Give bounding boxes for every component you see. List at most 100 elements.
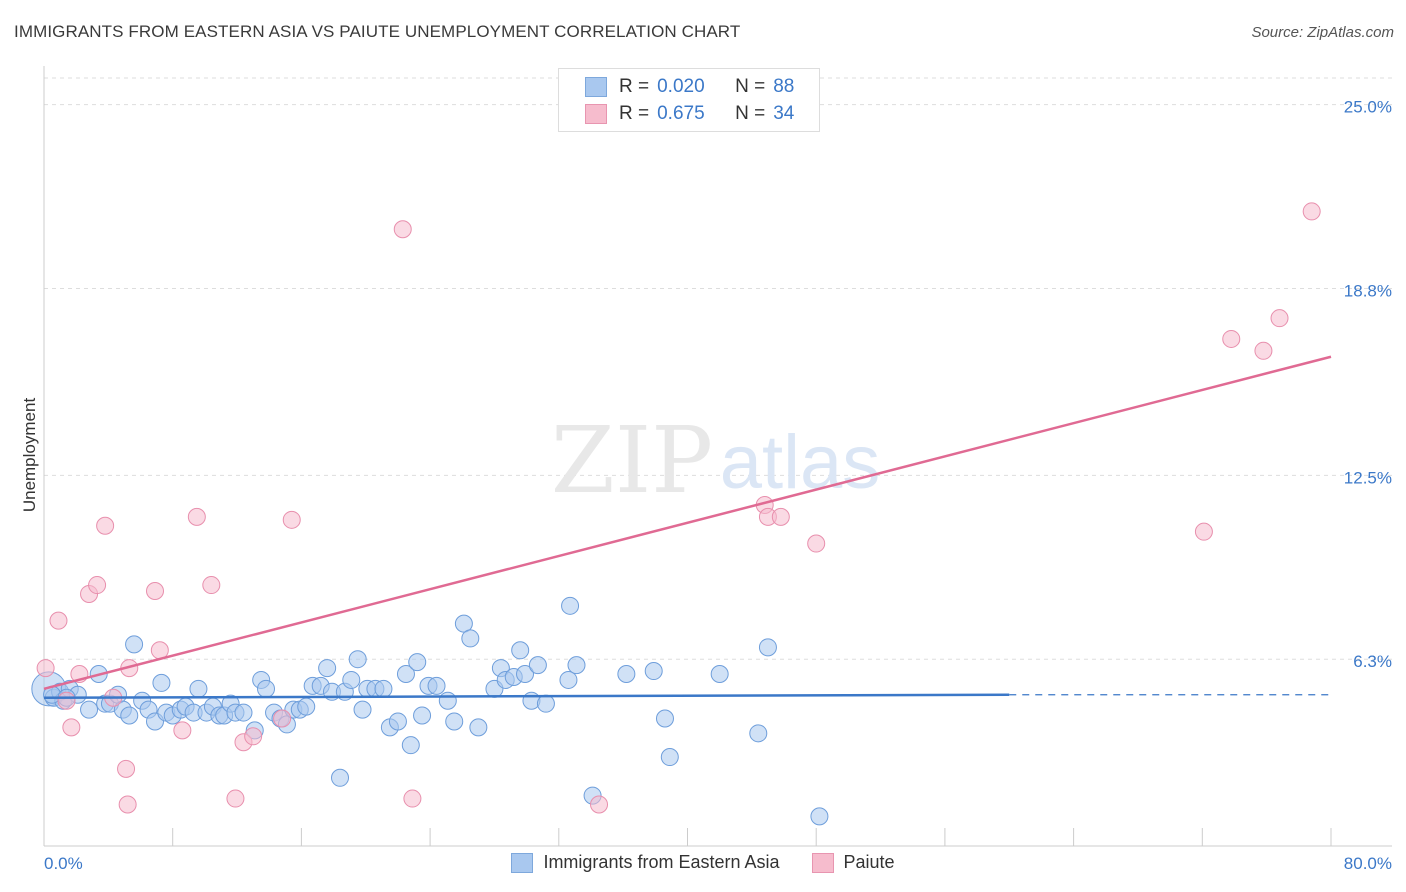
point-eastern-asia bbox=[810, 807, 829, 826]
axes bbox=[43, 66, 1392, 847]
point-paiute bbox=[146, 581, 165, 600]
y-axis-label: Unemployment bbox=[20, 397, 39, 513]
point-paiute bbox=[282, 510, 301, 529]
point-eastern-asia bbox=[445, 712, 464, 731]
legend-item-paiute: Paiute bbox=[811, 852, 895, 873]
point-paiute bbox=[226, 789, 245, 808]
point-paiute bbox=[807, 534, 826, 553]
point-paiute bbox=[1254, 341, 1273, 360]
legend-n-value: 88 bbox=[773, 76, 795, 97]
point-eastern-asia bbox=[353, 700, 372, 719]
series-paiute bbox=[36, 202, 1321, 814]
point-eastern-asia bbox=[469, 718, 488, 737]
point-paiute bbox=[244, 727, 263, 746]
legend-r-label: R = bbox=[619, 76, 650, 97]
point-paiute bbox=[1270, 309, 1289, 328]
point-eastern-asia bbox=[413, 706, 432, 725]
point-eastern-asia bbox=[257, 679, 276, 698]
point-eastern-asia bbox=[461, 629, 480, 648]
y-tick-label: 25.0% bbox=[1344, 98, 1392, 117]
series-legend: Immigrants from Eastern Asia Paiute bbox=[0, 852, 1406, 873]
legend-swatch-pink bbox=[585, 104, 607, 124]
point-eastern-asia bbox=[342, 670, 361, 689]
point-eastern-asia bbox=[655, 709, 674, 728]
point-eastern-asia bbox=[408, 653, 427, 672]
watermark-atlas: atlas bbox=[720, 420, 881, 505]
point-eastern-asia bbox=[388, 712, 407, 731]
point-eastern-asia bbox=[396, 665, 415, 684]
chart-title: IMMIGRANTS FROM EASTERN ASIA VS PAIUTE U… bbox=[14, 22, 741, 41]
trend-lines bbox=[43, 355, 1332, 699]
point-paiute bbox=[590, 795, 609, 814]
point-paiute bbox=[62, 718, 81, 737]
trend-line-paiute bbox=[43, 355, 1332, 691]
legend-row-blue: R = 0.020 N = 88 bbox=[585, 75, 794, 99]
legend-n-label: N = bbox=[735, 103, 766, 124]
grid-lines bbox=[44, 77, 1392, 660]
legend-item-eastern-asia: Immigrants from Eastern Asia bbox=[511, 852, 780, 873]
point-eastern-asia bbox=[710, 665, 729, 684]
source-label: Source: ZipAtlas.com bbox=[1251, 24, 1394, 41]
watermark: ZIP atlas bbox=[551, 407, 880, 514]
tick-labels: 6.3% 12.5% 18.8% 25.0% 0.0% 80.0% bbox=[44, 98, 1392, 873]
point-paiute bbox=[57, 691, 76, 710]
point-eastern-asia bbox=[125, 635, 144, 654]
point-paiute bbox=[36, 659, 55, 678]
point-eastern-asia bbox=[749, 724, 768, 743]
point-paiute bbox=[1222, 329, 1241, 348]
point-paiute bbox=[96, 516, 115, 535]
point-paiute bbox=[118, 795, 137, 814]
legend-r-value: 0.675 bbox=[657, 103, 705, 124]
point-paiute bbox=[117, 759, 136, 778]
point-eastern-asia bbox=[427, 676, 446, 695]
point-eastern-asia bbox=[331, 768, 350, 787]
point-eastern-asia bbox=[297, 697, 316, 716]
point-paiute bbox=[771, 507, 790, 526]
point-eastern-asia bbox=[516, 665, 535, 684]
point-eastern-asia bbox=[120, 706, 139, 725]
legend-label-paiute: Paiute bbox=[843, 852, 895, 872]
point-eastern-asia bbox=[511, 641, 530, 660]
series-immigrants-eastern-asia bbox=[31, 596, 829, 826]
correlation-legend: R = 0.020 N = 88 R = 0.675 N = 34 bbox=[558, 68, 820, 132]
legend-swatch-blue bbox=[585, 77, 607, 97]
point-eastern-asia bbox=[644, 662, 663, 681]
point-paiute bbox=[88, 576, 107, 595]
point-eastern-asia bbox=[401, 736, 420, 755]
point-eastern-asia bbox=[536, 694, 555, 713]
point-paiute bbox=[202, 576, 221, 595]
point-eastern-asia bbox=[80, 700, 99, 719]
point-paiute bbox=[173, 721, 192, 740]
point-eastern-asia bbox=[528, 656, 547, 675]
trend-line-eastern-asia bbox=[43, 693, 1010, 699]
point-eastern-asia bbox=[234, 703, 253, 722]
point-paiute bbox=[403, 789, 422, 808]
point-eastern-asia bbox=[374, 679, 393, 698]
point-eastern-asia bbox=[189, 679, 208, 698]
point-eastern-asia bbox=[561, 596, 580, 615]
point-eastern-asia bbox=[454, 614, 473, 633]
point-eastern-asia bbox=[567, 656, 586, 675]
point-paiute bbox=[393, 220, 412, 239]
y-tick-label: 6.3% bbox=[1353, 652, 1392, 671]
legend-n-value: 34 bbox=[773, 103, 795, 124]
point-paiute bbox=[273, 709, 292, 728]
point-eastern-asia bbox=[438, 691, 457, 710]
legend-n-label: N = bbox=[735, 76, 766, 97]
point-eastern-asia bbox=[758, 638, 777, 657]
legend-swatch-pink bbox=[811, 852, 834, 873]
point-eastern-asia bbox=[660, 748, 679, 767]
legend-swatch-blue bbox=[511, 852, 534, 873]
legend-label-eastern-asia: Immigrants from Eastern Asia bbox=[543, 852, 780, 872]
y-tick-label: 18.8% bbox=[1344, 282, 1392, 301]
legend-row-pink: R = 0.675 N = 34 bbox=[585, 102, 794, 126]
point-paiute bbox=[49, 611, 68, 630]
watermark-zip: ZIP bbox=[551, 407, 713, 514]
point-eastern-asia bbox=[152, 673, 171, 692]
legend-r-label: R = bbox=[619, 103, 650, 124]
x-tick-label-max: 80.0% bbox=[1344, 854, 1392, 873]
x-tick-label-min: 0.0% bbox=[44, 854, 83, 873]
point-eastern-asia bbox=[559, 670, 578, 689]
point-eastern-asia bbox=[318, 659, 337, 678]
